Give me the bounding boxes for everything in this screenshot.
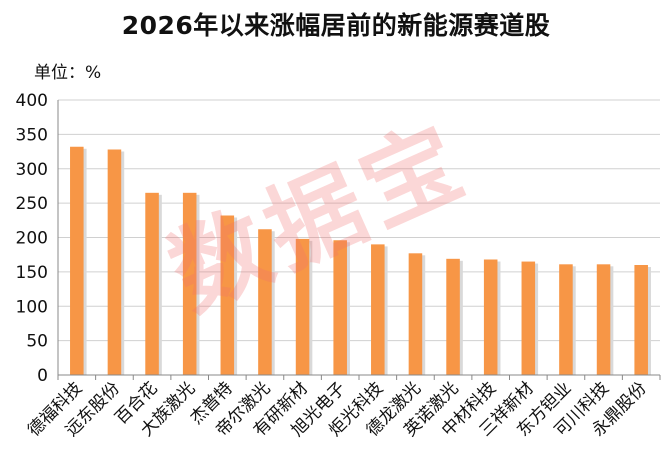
bar [145,192,159,375]
y-tick-label: 250 [16,194,48,214]
y-tick-label: 150 [16,263,48,283]
y-tick-label: 300 [16,160,48,180]
bar [483,259,498,375]
bar [70,146,84,375]
bar [182,192,197,375]
unit-label: 单位：% [34,63,102,83]
bar [559,264,573,375]
bar [220,215,235,375]
y-tick-label: 50 [26,332,48,352]
bar [295,238,310,375]
bar [107,149,122,375]
y-tick-label: 350 [16,125,48,145]
bar [521,261,536,375]
bar [596,264,611,375]
bar [446,258,460,375]
bar [634,265,648,375]
bar [371,244,385,375]
y-tick-label: 400 [16,91,48,111]
bar [333,240,347,375]
y-tick-label: 0 [37,366,48,386]
y-tick-label: 200 [16,229,48,249]
chart-title: 2026年以来涨幅居前的新能源赛道股 [121,11,551,40]
bar [258,229,272,375]
bar [408,253,423,375]
y-tick-label: 100 [16,297,48,317]
